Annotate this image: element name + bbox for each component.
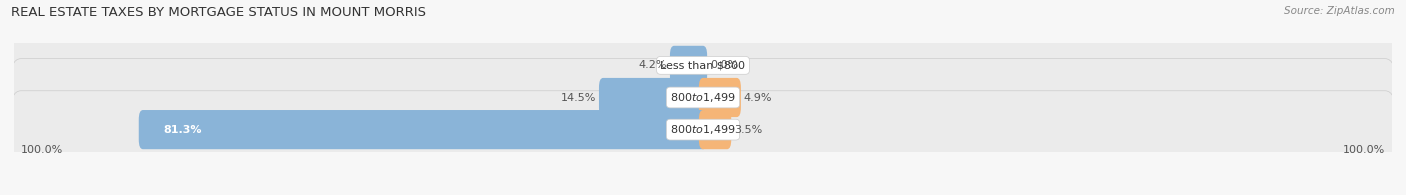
Text: REAL ESTATE TAXES BY MORTGAGE STATUS IN MOUNT MORRIS: REAL ESTATE TAXES BY MORTGAGE STATUS IN … [11,6,426,19]
FancyBboxPatch shape [669,46,707,85]
FancyBboxPatch shape [139,110,707,149]
Text: 81.3%: 81.3% [163,125,202,135]
Text: Source: ZipAtlas.com: Source: ZipAtlas.com [1284,6,1395,16]
Text: 100.0%: 100.0% [1343,144,1385,154]
Text: Less than $800: Less than $800 [661,60,745,70]
FancyBboxPatch shape [599,78,707,117]
FancyBboxPatch shape [10,27,1396,104]
FancyBboxPatch shape [699,78,741,117]
Text: $800 to $1,499: $800 to $1,499 [671,91,735,104]
FancyBboxPatch shape [10,91,1396,168]
Text: 100.0%: 100.0% [21,144,63,154]
FancyBboxPatch shape [10,59,1396,136]
Text: 0.0%: 0.0% [710,60,738,70]
Text: 3.5%: 3.5% [734,125,762,135]
Text: $800 to $1,499: $800 to $1,499 [671,123,735,136]
Text: 14.5%: 14.5% [561,92,596,103]
Text: 4.9%: 4.9% [744,92,772,103]
Text: 4.2%: 4.2% [638,60,668,70]
FancyBboxPatch shape [699,110,731,149]
